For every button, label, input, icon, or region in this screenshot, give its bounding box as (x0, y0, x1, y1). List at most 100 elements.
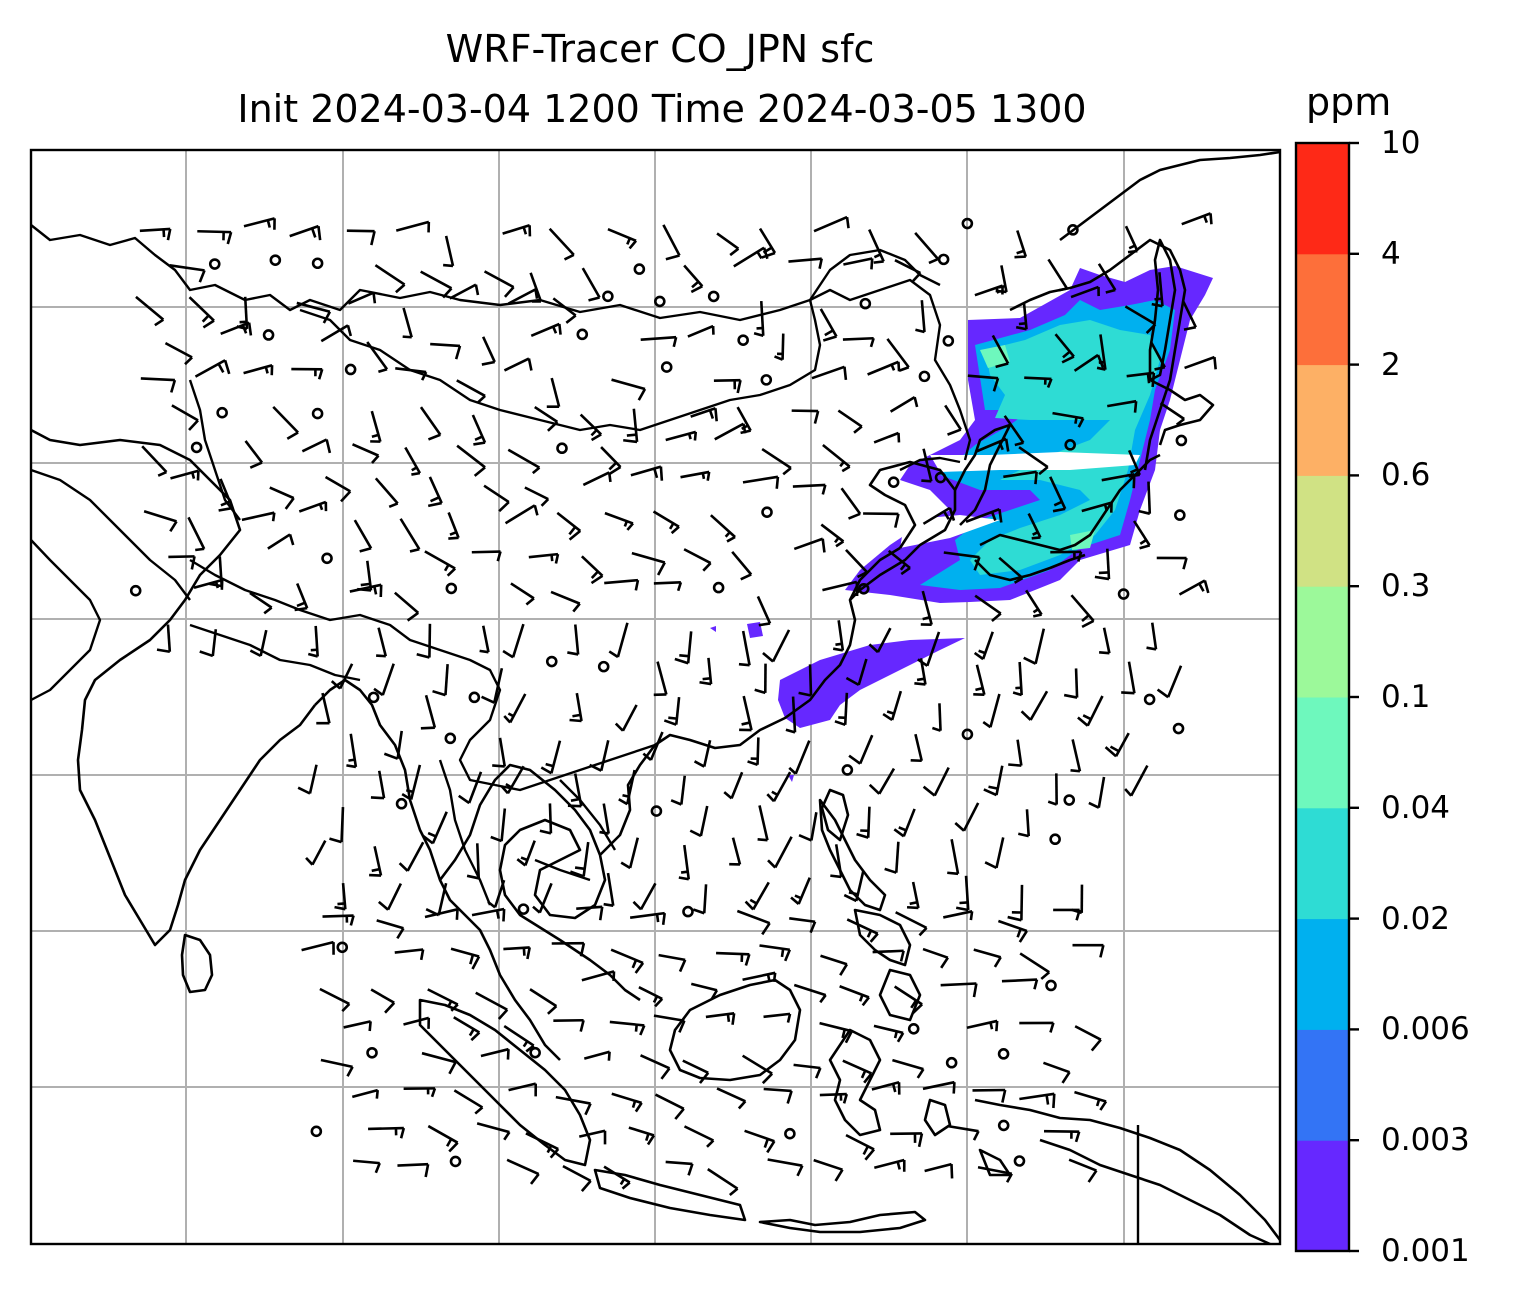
wind-barb (744, 881, 770, 911)
wind-barb (1138, 481, 1152, 515)
wind-barb (811, 365, 848, 381)
wind-barb (567, 773, 583, 808)
calm-wind-marker (942, 335, 955, 347)
wind-barb (1088, 776, 1106, 809)
wind-barb (707, 1168, 739, 1197)
wind-barb (822, 580, 859, 597)
wind-barb (529, 988, 558, 1015)
wind-barb (453, 1089, 484, 1115)
wind-barb (1003, 415, 1025, 447)
wind-barb (693, 739, 712, 768)
wind-barb (402, 307, 413, 339)
wind-barb (1020, 690, 1049, 721)
wind-barb (143, 509, 178, 532)
wind-barb (1074, 1025, 1102, 1052)
wind-barb (991, 334, 1010, 369)
wind-barb (552, 297, 577, 324)
wind-barb (873, 1158, 906, 1172)
wind-barb (1150, 341, 1166, 371)
calm-wind-marker (859, 297, 872, 310)
calm-wind-marker (997, 1119, 1010, 1132)
wind-barb (982, 693, 1001, 729)
map-frame (29, 148, 1282, 1246)
wind-barb (272, 405, 299, 440)
coast-hokkaido (1149, 378, 1215, 446)
wind-barb (555, 1095, 592, 1116)
wind-barb (524, 486, 550, 507)
wind-barb (843, 257, 874, 270)
coast-philippines-visayas (853, 908, 912, 967)
coast-china-east (849, 460, 957, 601)
wind-barb (532, 882, 553, 914)
wind-barb (1008, 739, 1023, 767)
wind-barb (1081, 501, 1113, 513)
calm-wind-marker (1063, 794, 1076, 806)
wind-barb (1124, 225, 1139, 254)
calm-wind-marker (918, 370, 931, 383)
wind-barb (973, 948, 1002, 968)
wind-barb (1182, 300, 1197, 331)
wind-barb (1003, 470, 1038, 485)
wind-barb (603, 1165, 631, 1190)
wind-barb (742, 475, 780, 489)
wind-barb (296, 301, 332, 324)
calm-wind-marker (311, 257, 324, 270)
coast-india (30, 428, 317, 947)
wind-barb (427, 1124, 459, 1153)
wind-barb (492, 737, 507, 768)
wind-barb (762, 629, 791, 663)
wind-barb (736, 909, 771, 936)
wind-barb (845, 1133, 876, 1161)
wind-barb (914, 658, 927, 686)
calm-wind-marker (761, 506, 773, 518)
wind-barb (766, 771, 792, 803)
wind-barb (972, 1088, 1007, 1103)
wind-barb (705, 1012, 736, 1025)
border-laos-vietnam (559, 779, 617, 851)
wind-barb (974, 437, 1010, 454)
wind-barb (320, 1058, 354, 1077)
wind-barb (170, 469, 200, 481)
wind-barb (553, 1018, 585, 1032)
wind-barb (689, 805, 709, 838)
coast-indochina (438, 763, 641, 1002)
wind-barb (893, 985, 924, 1015)
plume-speck-2 (710, 626, 716, 632)
wind-barb (759, 944, 791, 962)
wind-barb (813, 215, 850, 233)
wind-barb (611, 1092, 643, 1113)
wind-barb (848, 734, 874, 765)
wind-barb (662, 224, 681, 261)
wind-barb (197, 229, 233, 245)
wind-barb (582, 471, 612, 487)
calm-wind-marker (1013, 1155, 1026, 1167)
wind-barb (193, 578, 224, 590)
wind-barb (220, 321, 253, 336)
calm-wind-marker (1067, 224, 1079, 236)
wind-barb (249, 591, 273, 615)
wind-barb (581, 970, 616, 982)
wind-barb (503, 946, 531, 960)
wind-barb (329, 807, 345, 844)
wind-barb (618, 769, 636, 806)
wind-barb (1094, 548, 1111, 581)
wind-barb (187, 516, 206, 552)
wind-barb (920, 590, 933, 626)
calm-wind-marker (945, 1056, 958, 1069)
colorbar-segment (1296, 586, 1349, 698)
wind-barb (731, 551, 753, 581)
border-tibet-south (189, 558, 502, 787)
wind-barb (678, 844, 691, 881)
calm-wind-marker (961, 217, 974, 230)
wind-barb (1015, 302, 1028, 331)
wind-barb (910, 733, 923, 763)
wind-barb (1014, 230, 1028, 259)
wind-barb (868, 627, 892, 654)
wind-barb (788, 257, 823, 269)
wind-barb (653, 661, 668, 697)
wind-barb (767, 836, 793, 869)
calm-wind-markers (129, 217, 1188, 1168)
wind-barb (316, 692, 331, 725)
wind-barb (611, 378, 647, 401)
wind-barb (269, 486, 295, 510)
